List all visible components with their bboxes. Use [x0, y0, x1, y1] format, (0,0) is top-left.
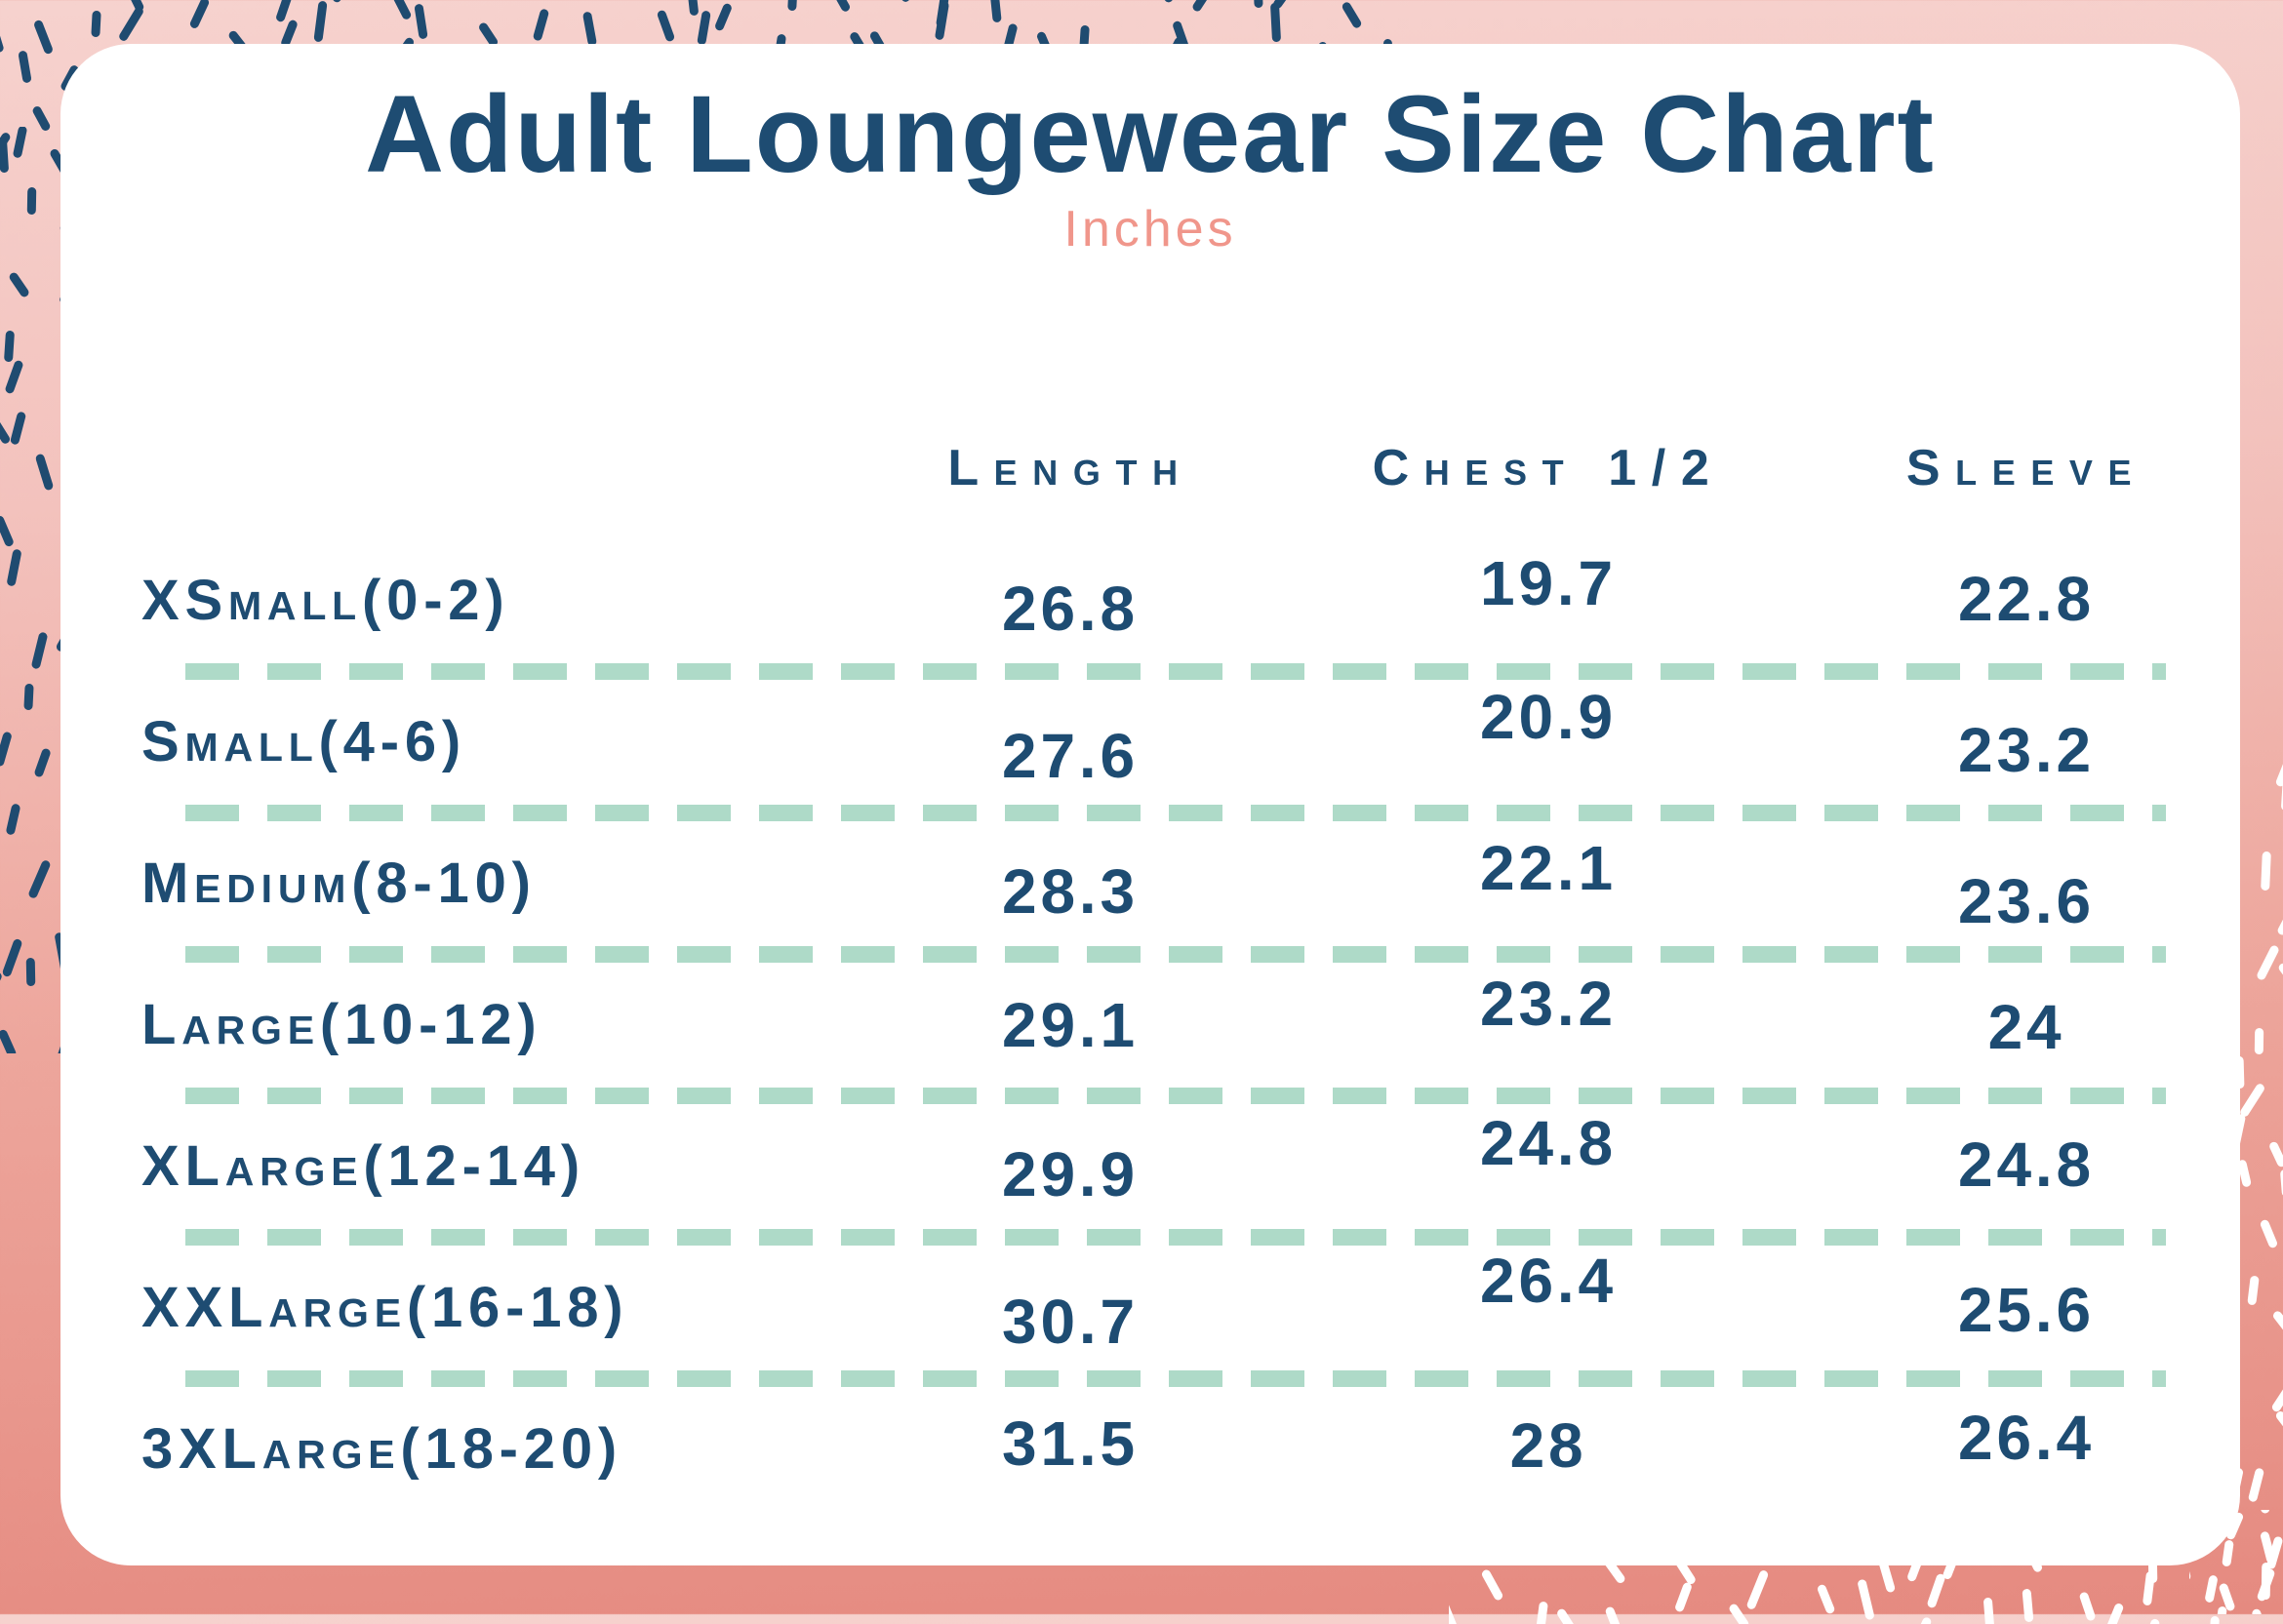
column-header-length: Length	[947, 440, 1193, 496]
size-label: Medium(8-10)	[141, 852, 537, 915]
unit-label: Inches	[1063, 201, 1237, 257]
length-value: 26.8	[1002, 573, 1139, 644]
chest-value: 28	[1509, 1409, 1587, 1481]
length-value: 30.7	[1002, 1286, 1139, 1357]
size-label: XXLarge(16-18)	[141, 1276, 629, 1339]
size-table-body: XSmall(0-2) 26.8 19.7 22.8 Small(4-6) 27…	[132, 530, 2236, 1520]
sleeve-value: 24	[1987, 991, 2065, 1062]
length-value: 31.5	[1002, 1407, 1139, 1479]
size-label: 3XLarge(18-20)	[141, 1417, 622, 1481]
size-label: Small(4-6)	[141, 710, 466, 773]
chest-value: 23.2	[1480, 968, 1617, 1039]
chest-value: 24.8	[1480, 1107, 1617, 1178]
chest-value: 26.4	[1480, 1245, 1617, 1316]
chest-value: 22.1	[1480, 832, 1617, 903]
chest-value: 19.7	[1480, 547, 1617, 618]
length-value: 27.6	[1002, 720, 1139, 791]
column-header-sleeve: Sleeve	[1905, 440, 2147, 496]
size-chart-card: Adult Loungewear Size Chart Inches Lengt…	[60, 44, 2240, 1565]
table-row-large: Large(10-12) 29.1 23.2 24	[132, 954, 2236, 1104]
table-row-xlarge: XLarge(12-14) 29.9 24.8 24.8	[132, 1095, 2236, 1246]
length-value: 29.1	[1002, 989, 1139, 1060]
sleeve-value: 24.8	[1958, 1129, 2095, 1200]
size-label: XLarge(12-14)	[141, 1134, 585, 1198]
sleeve-value: 23.6	[1958, 865, 2095, 936]
length-value: 29.9	[1002, 1138, 1139, 1209]
sleeve-value: 25.6	[1958, 1274, 2095, 1345]
table-row-small: Small(4-6) 27.6 20.9 23.2	[132, 671, 2236, 821]
table-row-3xlarge: 3XLarge(18-20) 31.5 28 26.4	[132, 1378, 2236, 1520]
size-label: XSmall(0-2)	[141, 569, 510, 632]
column-header-row: Length Chest 1/2 Sleeve	[132, 424, 2236, 512]
chest-value: 20.9	[1480, 681, 1617, 752]
chart-title: Adult Loungewear Size Chart	[365, 73, 1936, 195]
table-row-xxlarge: XXLarge(16-18) 30.7 26.4 25.6	[132, 1237, 2236, 1387]
table-row-medium: Medium(8-10) 28.3 22.1 23.6	[132, 812, 2236, 963]
sleeve-value: 22.8	[1958, 563, 2095, 634]
column-header-chest: Chest 1/2	[1372, 440, 1725, 496]
sleeve-value: 23.2	[1958, 714, 2095, 785]
sleeve-value: 26.4	[1958, 1402, 2095, 1473]
size-label: Large(10-12)	[141, 993, 542, 1056]
table-row-xsmall: XSmall(0-2) 26.8 19.7 22.8	[132, 530, 2236, 680]
length-value: 28.3	[1002, 855, 1139, 927]
